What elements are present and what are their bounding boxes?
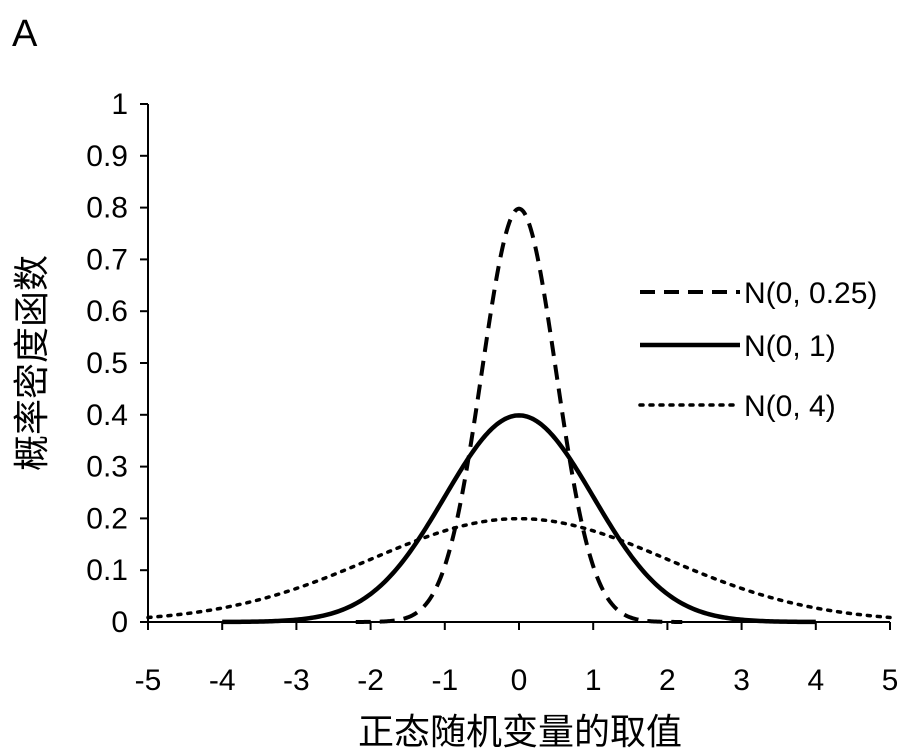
y-tick-label: 0.8 xyxy=(86,192,128,225)
x-tick-label: 5 xyxy=(882,664,899,697)
y-tick-label: 0.2 xyxy=(86,502,128,535)
x-tick-label: 0 xyxy=(511,664,528,697)
x-axis-title: 正态随机变量的取值 xyxy=(358,712,682,753)
y-tick-label: 0.3 xyxy=(86,451,128,484)
x-tick-label: -4 xyxy=(209,664,236,697)
panel-label: A xyxy=(12,13,38,55)
legend-label: N(0, 0.25) xyxy=(744,277,877,310)
y-axis-ticks: 0 0.1 0.2 0.3 0.4 0.5 0.6 0.7 0.8 0.9 1 xyxy=(86,88,148,639)
y-tick-label: 0.6 xyxy=(86,295,128,328)
y-tick-label: 0.9 xyxy=(86,140,128,173)
x-tick-label: 3 xyxy=(733,664,750,697)
y-tick-label: 0.7 xyxy=(86,243,128,276)
x-tick-label: -2 xyxy=(357,664,384,697)
x-tick-label: -3 xyxy=(283,664,310,697)
x-axis-ticks: -5 -4 -3 -2 -1 0 1 2 3 4 5 xyxy=(135,622,899,697)
y-tick-label: 0.4 xyxy=(86,399,128,432)
y-tick-label: 0.5 xyxy=(86,347,128,380)
y-axis-title: 概率密度函数 xyxy=(12,255,53,471)
legend: N(0, 0.25) N(0, 1) N(0, 4) xyxy=(638,277,877,423)
y-tick-label: 0 xyxy=(111,606,128,639)
series-line xyxy=(146,516,892,620)
x-tick-label: -5 xyxy=(135,664,162,697)
x-tick-label: -1 xyxy=(431,664,458,697)
series-lines xyxy=(146,206,892,625)
x-tick-label: 2 xyxy=(659,664,676,697)
series-line xyxy=(355,206,683,624)
legend-label: N(0, 1) xyxy=(744,330,836,363)
x-tick-label: 1 xyxy=(585,664,602,697)
y-tick-label: 0.1 xyxy=(86,554,128,587)
y-tick-label: 1 xyxy=(111,88,128,121)
legend-label: N(0, 4) xyxy=(744,390,836,423)
series-line xyxy=(222,413,816,625)
x-tick-label: 4 xyxy=(807,664,824,697)
